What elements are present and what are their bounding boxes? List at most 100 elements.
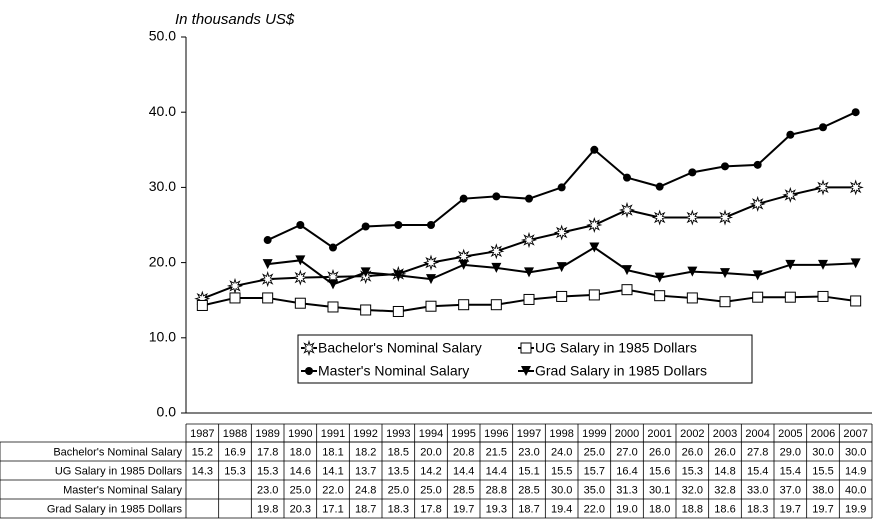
legend-label: UG Salary in 1985 Dollars bbox=[535, 340, 697, 356]
table-cell: 25.0 bbox=[420, 484, 441, 496]
y-tick-label: 30.0 bbox=[149, 178, 176, 194]
legend-label: Master's Nominal Salary bbox=[318, 363, 469, 379]
table-cell: 15.2 bbox=[192, 446, 213, 458]
marker bbox=[393, 270, 404, 281]
x-tick-label: 1997 bbox=[517, 428, 541, 440]
table-cell: 40.0 bbox=[845, 484, 866, 496]
table-cell: 14.8 bbox=[714, 465, 735, 477]
marker bbox=[817, 290, 829, 302]
x-tick-label: 1989 bbox=[255, 428, 279, 440]
x-tick-label: 1994 bbox=[419, 428, 443, 440]
table-cell: 18.3 bbox=[388, 503, 409, 515]
x-tick-label: 2000 bbox=[615, 428, 639, 440]
marker bbox=[426, 274, 436, 285]
table-cell: 37.0 bbox=[780, 484, 801, 496]
x-tick-label: 1987 bbox=[190, 428, 214, 440]
table-cell: 15.4 bbox=[747, 465, 768, 477]
table-row-label: Bachelor's Nominal Salary bbox=[53, 446, 182, 458]
table-cell: 14.9 bbox=[845, 465, 866, 477]
table-row-label: UG Salary in 1985 Dollars bbox=[55, 465, 183, 477]
marker bbox=[623, 173, 631, 182]
table-cell: 17.1 bbox=[322, 503, 343, 515]
table-cell: 32.0 bbox=[682, 484, 703, 496]
table-cell: 15.3 bbox=[257, 465, 278, 477]
table-cell: 14.4 bbox=[453, 465, 474, 477]
x-tick-label: 1991 bbox=[321, 428, 345, 440]
table-cell: 30.0 bbox=[812, 446, 833, 458]
table-cell: 28.8 bbox=[486, 484, 507, 496]
marker bbox=[654, 272, 665, 283]
x-tick-label: 1992 bbox=[353, 428, 377, 440]
marker bbox=[819, 123, 827, 132]
marker bbox=[651, 209, 668, 226]
table-cell: 23.0 bbox=[518, 446, 539, 458]
marker bbox=[259, 271, 276, 288]
table-cell: 15.3 bbox=[682, 465, 703, 477]
table-cell: 25.0 bbox=[290, 484, 311, 496]
table-cell: 18.3 bbox=[747, 503, 768, 515]
table-cell: 18.6 bbox=[714, 503, 735, 515]
table-cell: 29.0 bbox=[780, 446, 801, 458]
x-tick-label: 1995 bbox=[451, 428, 475, 440]
table-cell: 19.0 bbox=[616, 503, 637, 515]
x-tick-label: 1988 bbox=[223, 428, 247, 440]
marker bbox=[557, 183, 566, 192]
table-cell: 15.6 bbox=[649, 465, 670, 477]
y-tick-label: 20.0 bbox=[149, 253, 176, 269]
table-cell: 19.7 bbox=[453, 503, 474, 515]
legend-label: Grad Salary in 1985 Dollars bbox=[535, 363, 707, 379]
marker bbox=[524, 267, 534, 278]
table-cell: 26.0 bbox=[714, 446, 735, 458]
marker bbox=[262, 259, 273, 270]
marker bbox=[263, 236, 272, 245]
legend-label: Bachelor's Nominal Salary bbox=[318, 340, 482, 356]
marker bbox=[785, 259, 796, 270]
marker bbox=[721, 162, 729, 171]
marker bbox=[556, 290, 568, 302]
x-tick-label: 2006 bbox=[811, 428, 835, 440]
marker bbox=[425, 300, 437, 312]
marker bbox=[586, 216, 603, 234]
marker bbox=[328, 279, 338, 290]
marker bbox=[360, 267, 371, 278]
marker bbox=[427, 221, 435, 229]
table-cell: 22.0 bbox=[584, 503, 605, 515]
table-cell: 14.4 bbox=[486, 465, 507, 477]
marker bbox=[329, 243, 337, 252]
marker bbox=[684, 209, 701, 226]
marker bbox=[229, 292, 241, 304]
table-cell: 13.5 bbox=[388, 465, 409, 477]
table-cell: 22.0 bbox=[322, 484, 343, 496]
marker bbox=[784, 291, 796, 303]
marker bbox=[196, 299, 208, 311]
legend-marker bbox=[521, 366, 531, 376]
marker bbox=[458, 259, 469, 270]
marker bbox=[753, 160, 762, 169]
marker bbox=[327, 301, 339, 313]
y-tick-label: 50.0 bbox=[149, 28, 176, 44]
x-tick-label: 2007 bbox=[843, 428, 867, 440]
x-tick-label: 2002 bbox=[680, 428, 704, 440]
table-cell: 18.0 bbox=[649, 503, 670, 515]
marker bbox=[786, 130, 795, 139]
marker bbox=[752, 270, 763, 281]
table-cell: 18.7 bbox=[355, 503, 376, 515]
marker bbox=[556, 262, 567, 273]
table-cell: 18.8 bbox=[682, 503, 703, 515]
table-cell: 15.3 bbox=[224, 465, 245, 477]
marker bbox=[782, 186, 799, 203]
table-cell: 19.7 bbox=[780, 503, 801, 515]
table-cell: 26.0 bbox=[649, 446, 670, 458]
marker bbox=[850, 258, 861, 269]
marker bbox=[488, 243, 505, 260]
table-cell: 16.4 bbox=[616, 465, 637, 477]
marker bbox=[392, 305, 404, 317]
table-cell: 15.5 bbox=[812, 465, 833, 477]
table-cell: 32.8 bbox=[714, 484, 735, 496]
marker bbox=[654, 290, 666, 302]
chart-title: In thousands US$ bbox=[175, 11, 295, 28]
table-cell: 19.7 bbox=[812, 503, 833, 515]
table-cell: 14.3 bbox=[192, 465, 213, 477]
table-cell: 14.6 bbox=[290, 465, 311, 477]
